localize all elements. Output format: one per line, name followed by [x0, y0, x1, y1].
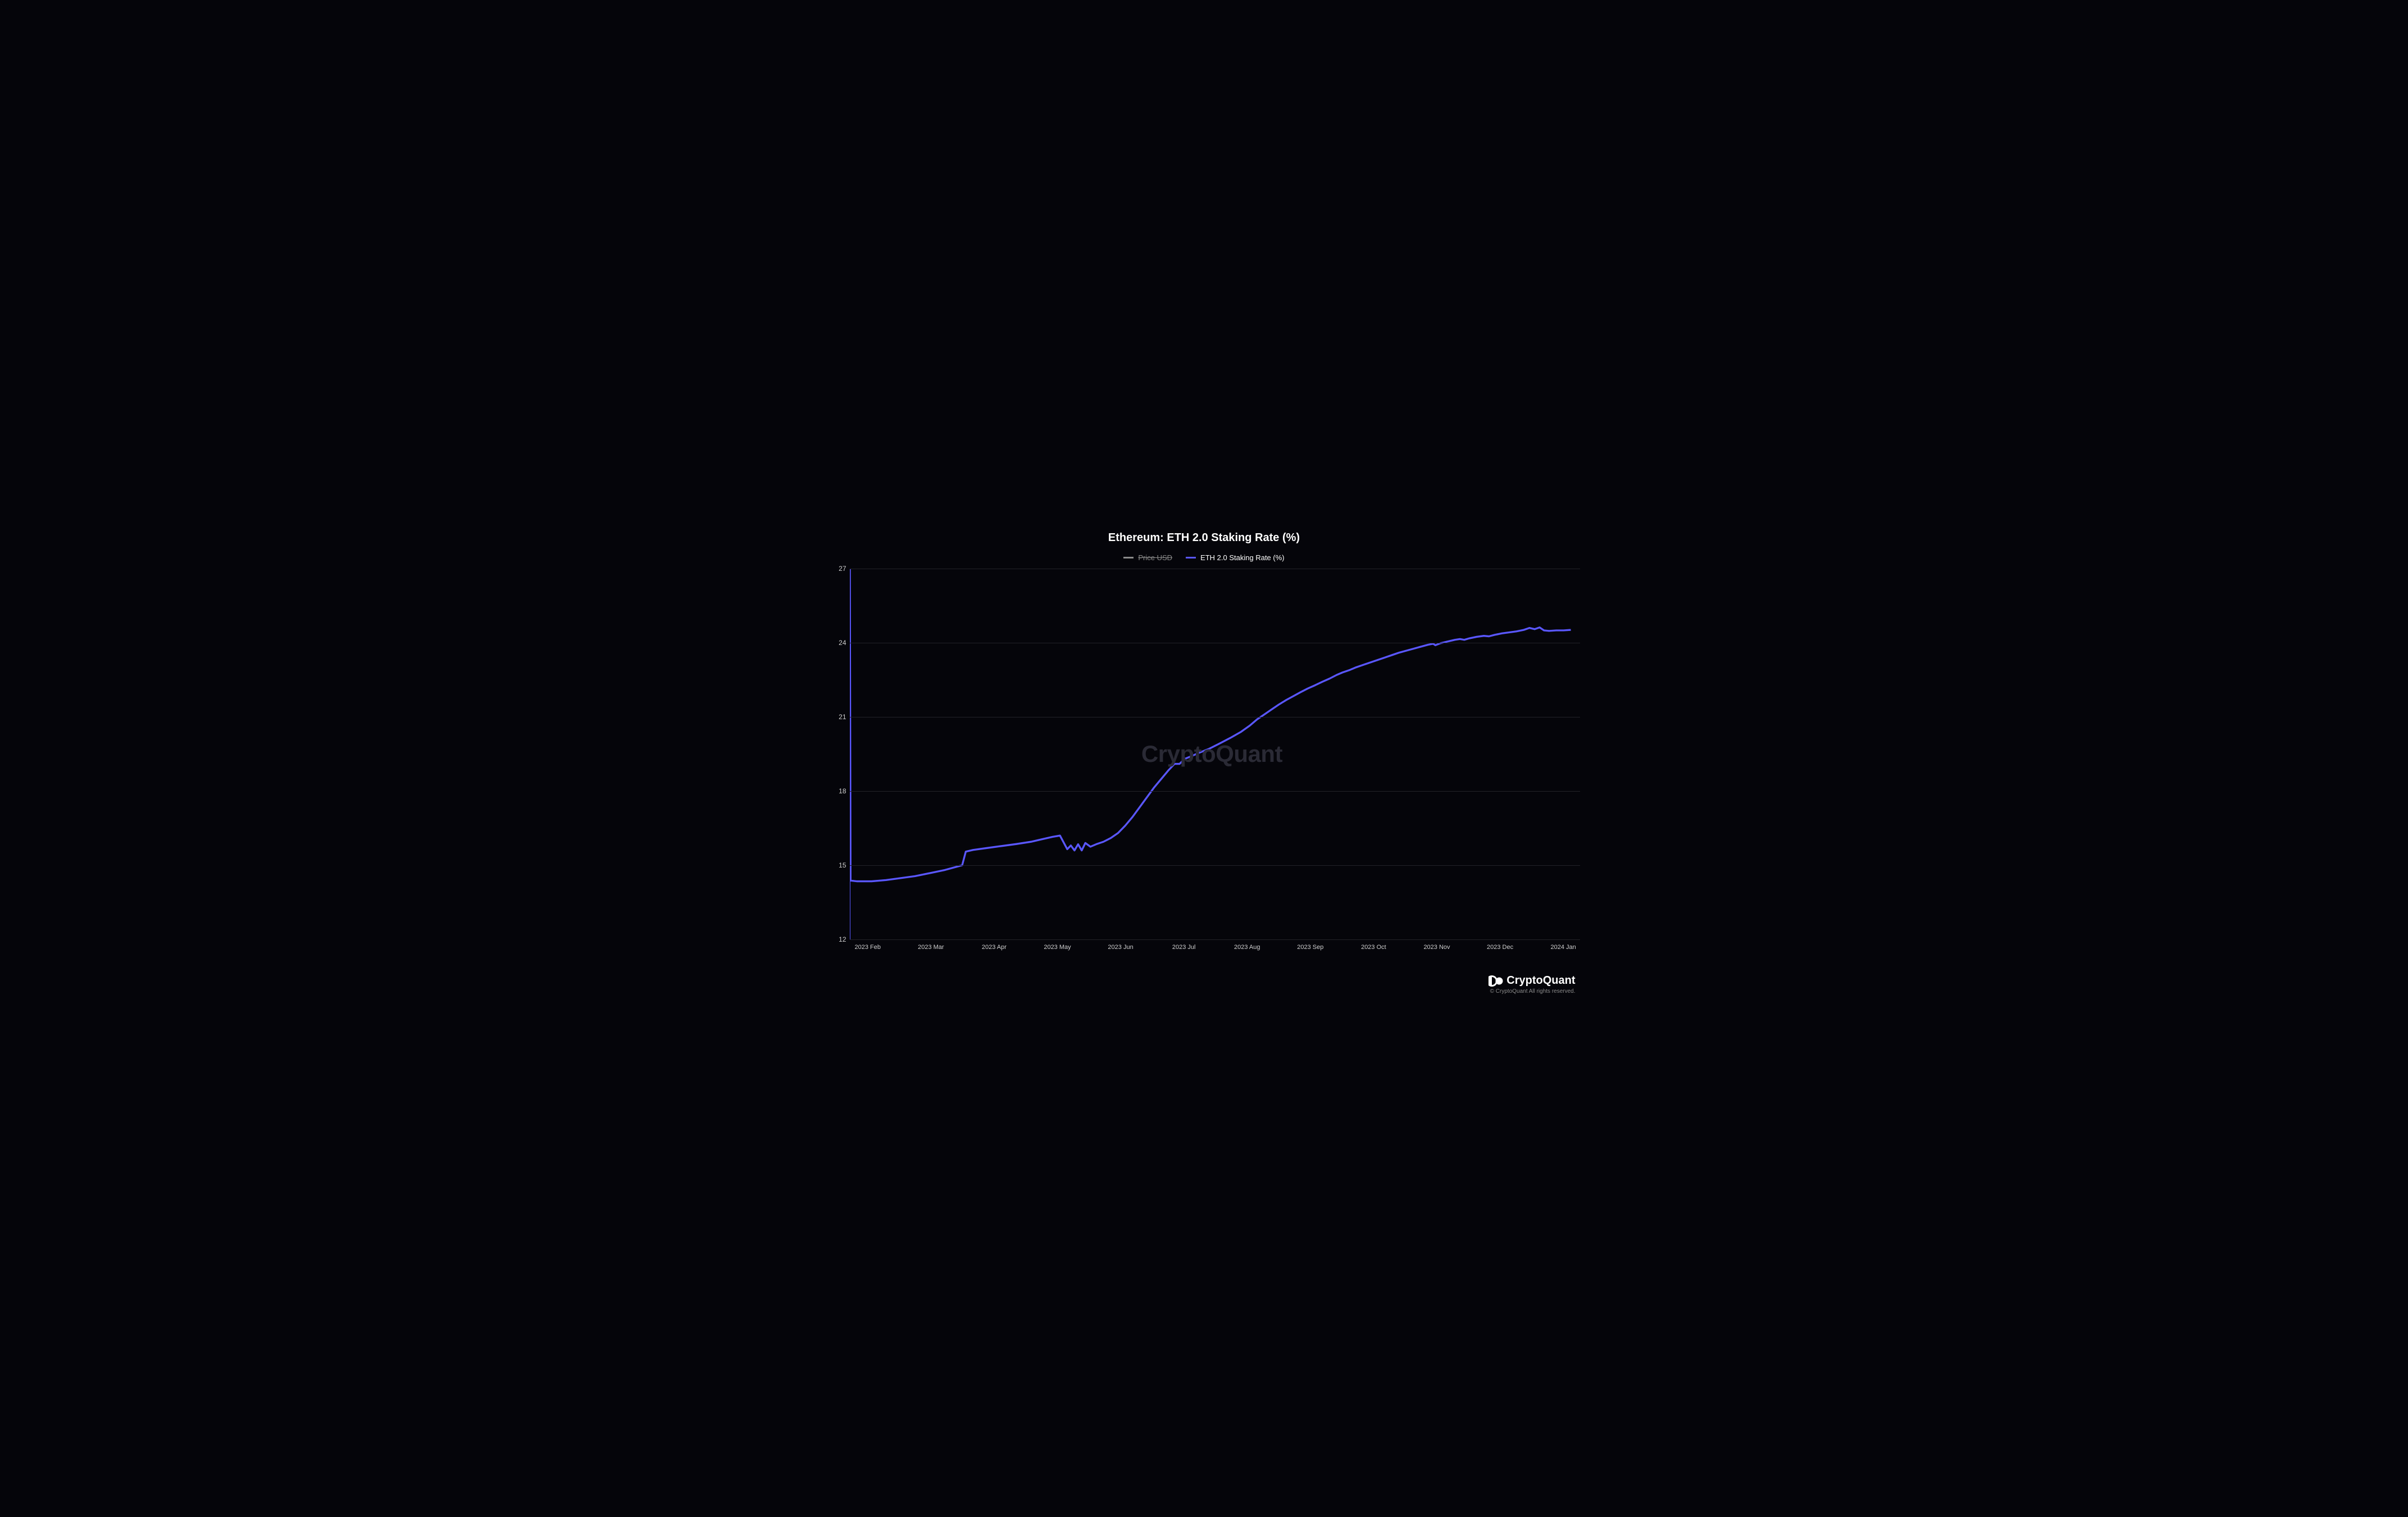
- legend-swatch-staking: [1186, 557, 1196, 558]
- line-chart-svg: [850, 569, 1574, 939]
- x-tick-label: 2023 Aug: [1234, 944, 1260, 951]
- brand-icon: [1489, 975, 1503, 987]
- y-tick-label: 27: [839, 565, 846, 573]
- x-tick-label: 2023 Nov: [1423, 944, 1450, 951]
- legend: Price USD ETH 2.0 Staking Rate (%): [829, 553, 1580, 562]
- legend-item-price[interactable]: Price USD: [1123, 553, 1172, 562]
- plot-inner: CryptoQuant: [850, 569, 1574, 939]
- plot-area: 121518212427 CryptoQuant 2023 Feb2023 Ma…: [829, 569, 1580, 956]
- x-tick-label: 2023 Dec: [1487, 944, 1513, 951]
- x-tick-label: 2023 May: [1044, 944, 1071, 951]
- x-tick-label: 2023 Oct: [1361, 944, 1386, 951]
- x-tick-label: 2023 Sep: [1297, 944, 1323, 951]
- footer-brand: CryptoQuant: [1489, 974, 1575, 987]
- x-tick-label: 2023 Apr: [982, 944, 1007, 951]
- chart-title: Ethereum: ETH 2.0 Staking Rate (%): [829, 532, 1580, 544]
- x-tick-label: 2023 Jul: [1172, 944, 1196, 951]
- footer: CryptoQuant © CryptoQuant All rights res…: [1489, 974, 1575, 994]
- x-axis: 2023 Feb 2023 Mar 2023 Apr 2023 May 2023 Jun…: [850, 939, 1574, 956]
- x-tick-label: 2023 Feb: [855, 944, 881, 951]
- grid-line: [850, 865, 1580, 866]
- y-tick-label: 18: [839, 787, 846, 795]
- grid-line: [850, 939, 1580, 940]
- series-line: [850, 569, 1571, 882]
- x-tick-label: 2024 Jan: [1551, 944, 1576, 951]
- y-tick-label: 21: [839, 713, 846, 721]
- chart-container: Ethereum: ETH 2.0 Staking Rate (%) Price…: [817, 515, 1591, 1002]
- footer-brand-text: CryptoQuant: [1506, 974, 1575, 987]
- footer-copyright: © CryptoQuant All rights reserved.: [1489, 988, 1575, 994]
- legend-label-price: Price USD: [1138, 553, 1172, 562]
- x-tick-label: 2023 Mar: [918, 944, 944, 951]
- x-tick-label: 2023 Jun: [1108, 944, 1133, 951]
- legend-item-staking[interactable]: ETH 2.0 Staking Rate (%): [1186, 553, 1285, 562]
- y-axis: 121518212427: [829, 569, 850, 956]
- y-tick-label: 12: [839, 935, 846, 943]
- legend-label-staking: ETH 2.0 Staking Rate (%): [1200, 553, 1285, 562]
- legend-swatch-price: [1123, 557, 1134, 558]
- y-tick-label: 24: [839, 639, 846, 647]
- grid-line: [850, 791, 1580, 792]
- y-tick-label: 15: [839, 861, 846, 869]
